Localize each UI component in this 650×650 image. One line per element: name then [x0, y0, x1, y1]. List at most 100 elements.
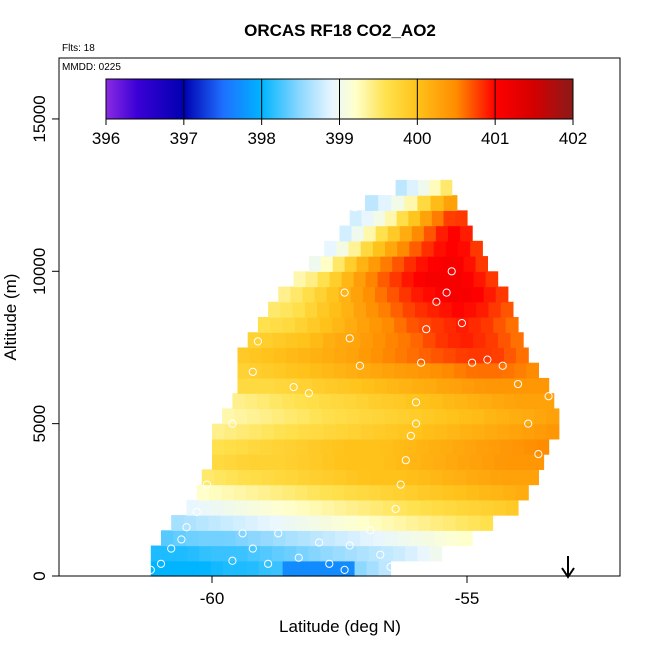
observation-point [498, 361, 507, 370]
heatmap-cell [368, 256, 381, 272]
heatmap-cell [384, 210, 398, 227]
heatmap-cell [405, 393, 419, 410]
heatmap-cell [421, 408, 435, 425]
heatmap-cell [479, 484, 492, 501]
heatmap-cell [393, 393, 407, 410]
heatmap-cell [531, 454, 545, 470]
heatmap-cell [381, 362, 395, 379]
heatmap-cell [233, 484, 247, 501]
heatmap-cell [356, 256, 369, 272]
heatmap-cell [298, 347, 311, 364]
heatmap-cell [378, 301, 392, 318]
heatmap-cell [314, 286, 328, 303]
heatmap-cell [322, 332, 336, 349]
heatmap-cell [360, 423, 374, 440]
heatmap-cell [334, 469, 347, 486]
heatmap-cell [368, 438, 381, 455]
heatmap-cell [297, 362, 311, 379]
heatmap-cell [460, 332, 474, 349]
heatmap-cell [439, 301, 453, 318]
heatmap-cell [406, 469, 419, 486]
heatmap-cell [247, 545, 261, 562]
heatmap-cell [479, 347, 493, 364]
heatmap-cell [356, 317, 370, 333]
heatmap-cell [480, 515, 494, 531]
heatmap-cell [385, 240, 398, 257]
heatmap-cell [469, 454, 483, 470]
heatmap-cell [404, 256, 417, 272]
heatmap-cell [406, 515, 419, 531]
heatmap-cell [356, 515, 370, 531]
heatmap-cell [281, 393, 295, 410]
heatmap-cell [394, 469, 407, 486]
heatmap-cell [212, 454, 225, 470]
heatmap-cell [335, 530, 349, 547]
observation-point [468, 358, 477, 367]
heatmap-cell [396, 408, 410, 425]
y-tick-label: 15000 [30, 95, 49, 142]
heatmap-cell [493, 499, 507, 516]
heatmap-cell [270, 484, 284, 501]
observation-point [406, 431, 415, 440]
heatmap-cell [334, 347, 348, 364]
heatmap-cell [195, 515, 209, 531]
heatmap-cell [212, 438, 225, 455]
observation-point [167, 544, 176, 553]
heatmap-cell [317, 271, 331, 288]
heatmap-cell [284, 408, 298, 425]
heatmap-cell [285, 347, 299, 364]
observation-points [146, 197, 558, 575]
heatmap-cell [486, 377, 500, 394]
heatmap-cell [512, 438, 526, 455]
heatmap-cell [447, 423, 461, 440]
heatmap-cell [397, 332, 412, 349]
heatmap-cell [370, 469, 383, 486]
heatmap-cell [372, 530, 386, 547]
heatmap-cell [498, 332, 512, 349]
heatmap-cell [371, 454, 385, 470]
heatmap-cell [406, 317, 420, 333]
heatmap-cell [363, 225, 377, 242]
heatmap-cell [249, 347, 263, 364]
heatmap-cell [235, 545, 249, 562]
colorbar-ticks: 396 397 398 399 400 401 402 [92, 79, 587, 148]
heatmap-cell [312, 377, 326, 394]
heatmap-cell [359, 408, 373, 425]
heatmap-cell [455, 210, 468, 227]
heatmap-cell [414, 301, 428, 318]
heatmap-cell [224, 438, 237, 455]
heatmap-cell [317, 301, 330, 318]
observation-point [304, 389, 313, 398]
heatmap-cell [471, 408, 485, 425]
heatmap-cell [484, 408, 498, 425]
heatmap-cell [413, 271, 427, 288]
heatmap-cell [368, 393, 382, 410]
heatmap-cell [208, 515, 222, 531]
heatmap-cell [185, 530, 199, 547]
heatmap-cell [496, 408, 510, 425]
heatmap-cell [213, 469, 227, 486]
observation-point [519, 288, 528, 297]
heatmap-cell [391, 195, 405, 211]
heatmap-cell [310, 454, 324, 470]
y-axis-label: Altitude (m) [1, 274, 20, 361]
heatmap-cell [187, 545, 200, 562]
heatmap-cell [431, 317, 445, 333]
heatmap-cell [171, 515, 185, 531]
plot-area-frame [58, 57, 621, 577]
heatmap-cell [508, 408, 522, 425]
observation-point [202, 480, 211, 489]
x-axis: -60 -55 [200, 576, 479, 608]
heatmap-cell [419, 499, 433, 516]
heatmap-cell [503, 484, 517, 501]
heatmap-cell [306, 560, 320, 577]
heatmap-cell [326, 286, 340, 303]
heatmap-cell [198, 560, 212, 577]
heatmap-cell [437, 271, 451, 288]
heatmap-cell [394, 347, 408, 364]
observation-point [355, 361, 364, 370]
heatmap-cell [435, 225, 449, 242]
observation-point [294, 553, 303, 562]
heatmap-cell [162, 545, 176, 562]
heatmap-cell [331, 515, 345, 531]
